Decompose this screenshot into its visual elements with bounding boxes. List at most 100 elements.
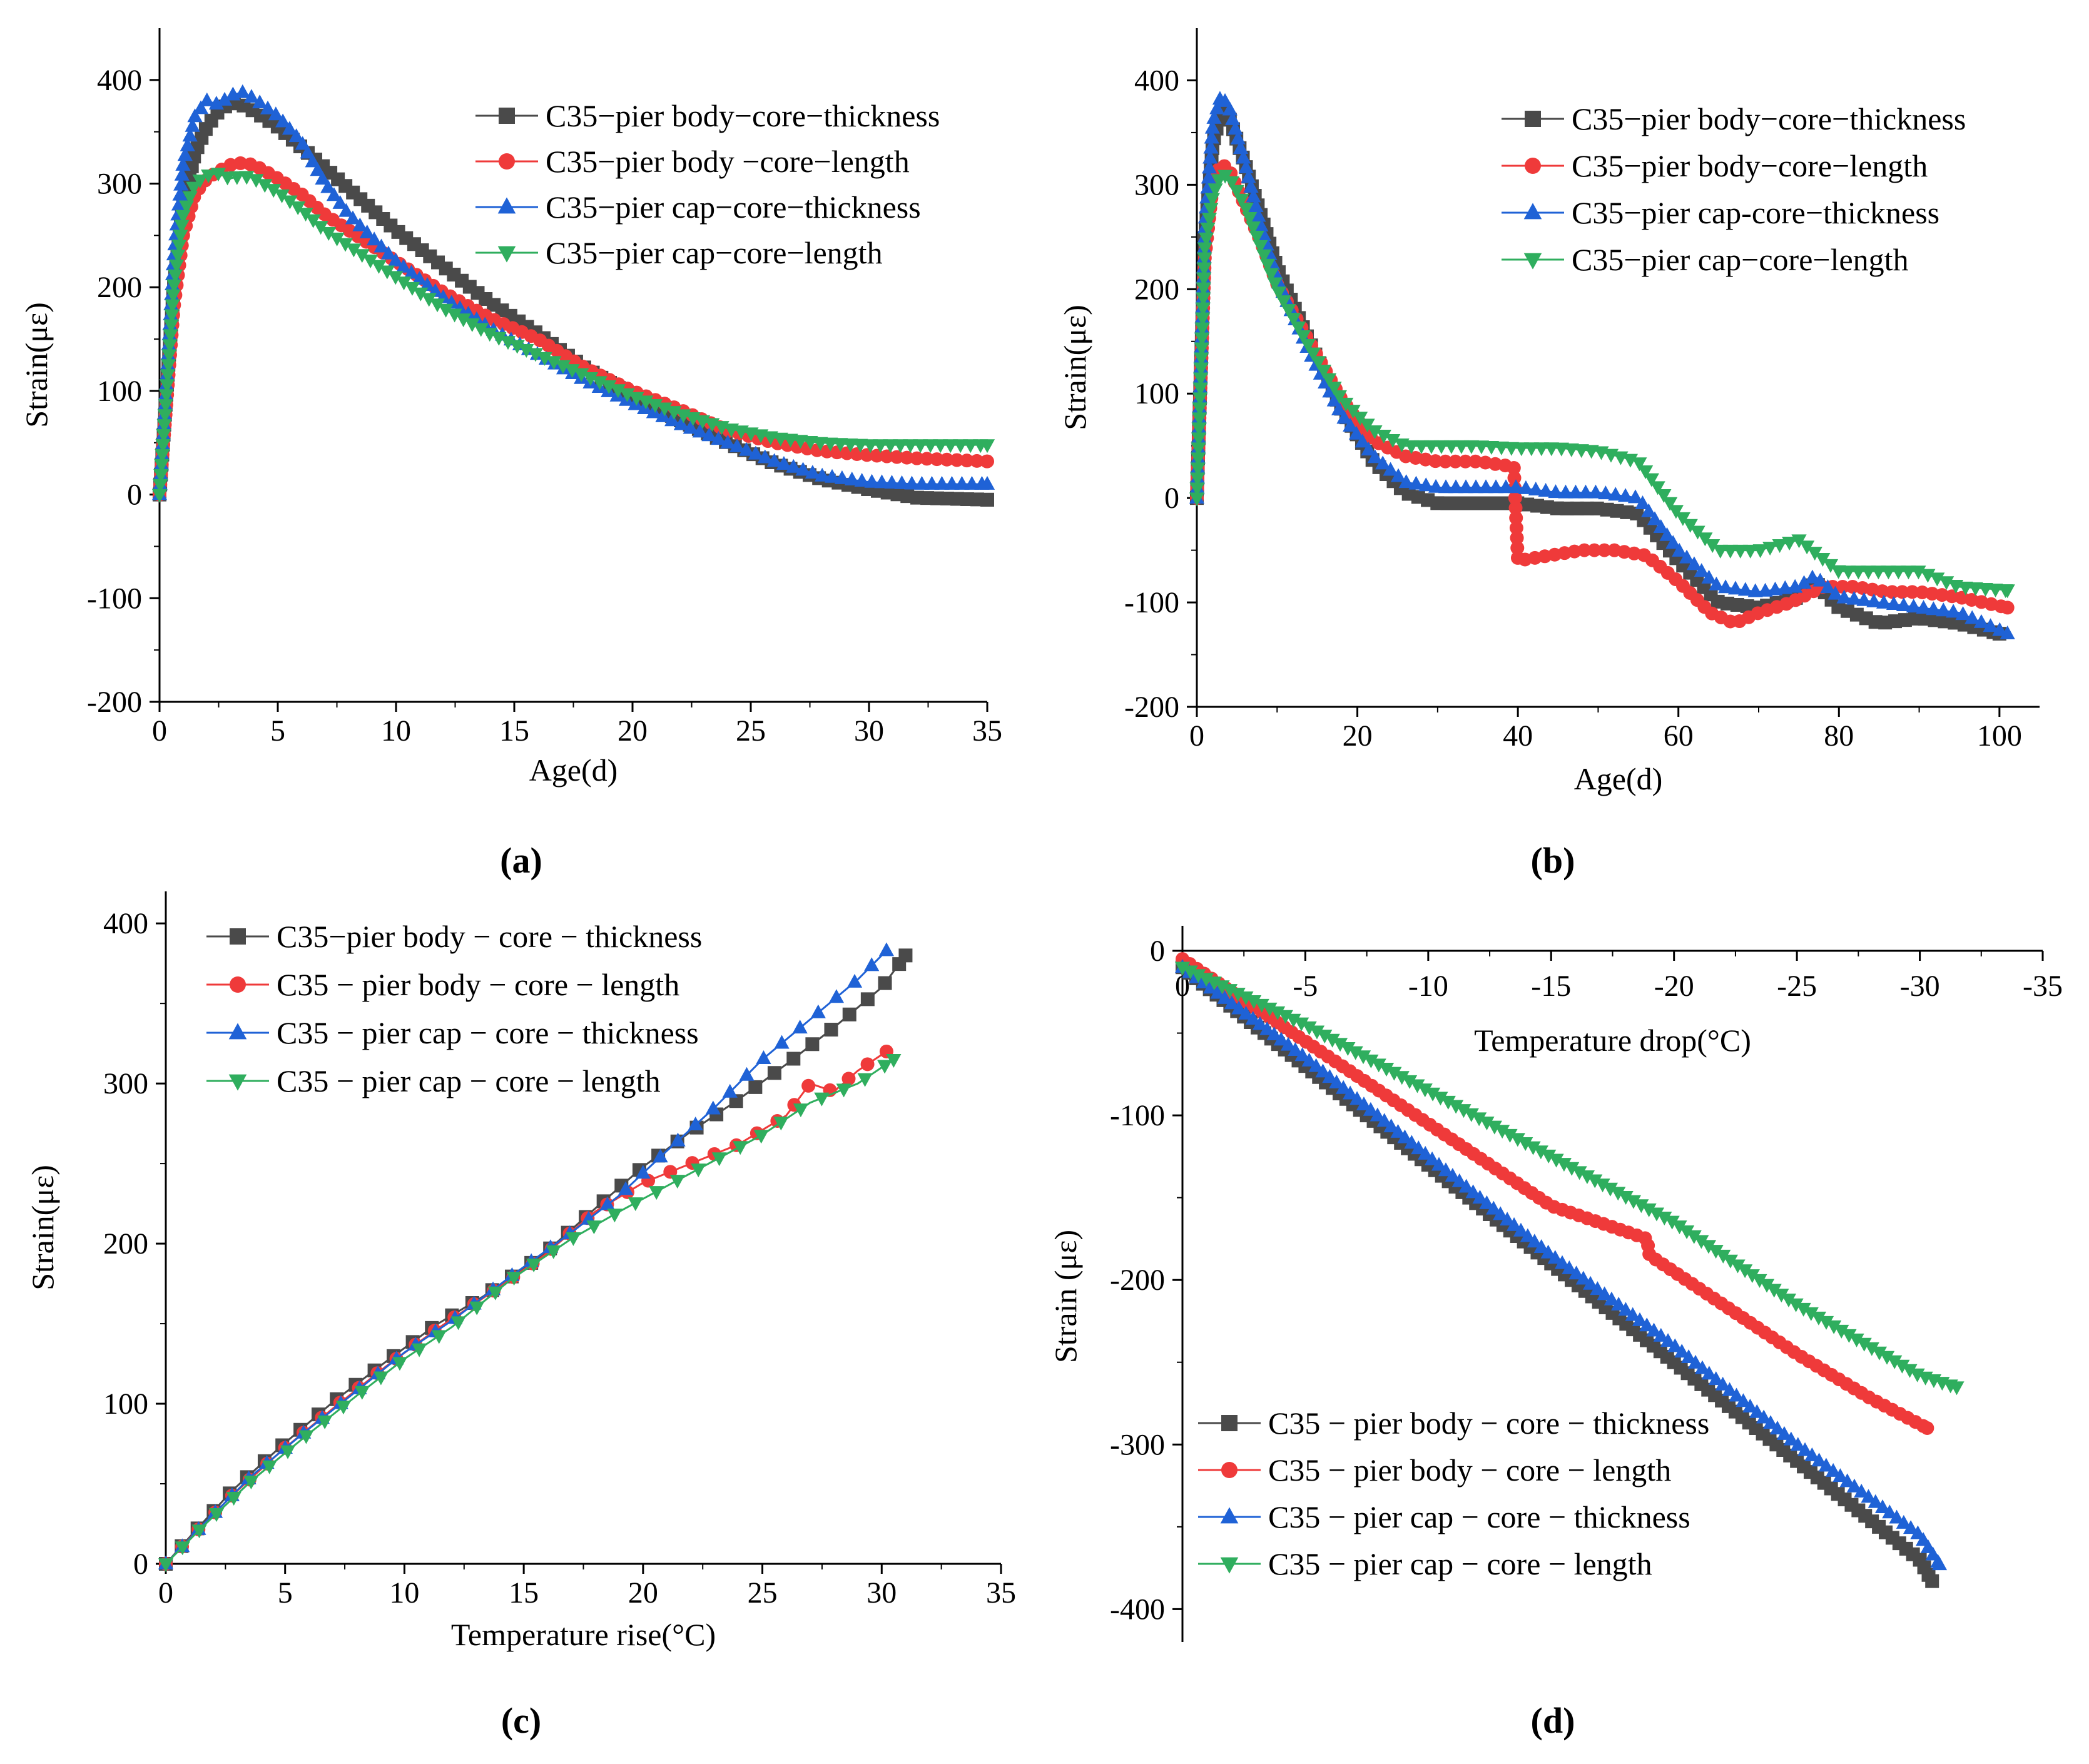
panel-a-data-point bbox=[396, 276, 412, 291]
panel-c-data-point bbox=[599, 1196, 616, 1210]
panel-d-data-point bbox=[1752, 1274, 1767, 1288]
panel-a-data-point bbox=[166, 279, 182, 293]
panel-c-data-point bbox=[824, 1023, 838, 1037]
panel-a-data-point bbox=[170, 250, 186, 264]
panel-d-legend-marker bbox=[1221, 1415, 1238, 1431]
panel-b-data-point bbox=[1383, 462, 1398, 476]
panel-b-data-point bbox=[1627, 489, 1644, 504]
panel-b-data-point bbox=[1326, 382, 1342, 396]
panel-d-data-point bbox=[1856, 1337, 1872, 1352]
panel-b-data-point bbox=[1202, 150, 1218, 164]
panel-b-data-point bbox=[1191, 432, 1207, 447]
panel-b-data-point bbox=[1271, 286, 1286, 301]
panel-c-legend-entry-2: C35 − pier body − core − length bbox=[206, 967, 679, 1002]
panel-d-data-point bbox=[1349, 1091, 1365, 1105]
panel-d-data-point bbox=[1562, 1260, 1577, 1274]
panel-a-legend-marker bbox=[499, 153, 515, 170]
panel-d-data-point bbox=[1722, 1382, 1737, 1396]
panel-a-data-point bbox=[873, 439, 888, 454]
panel-b-data-point bbox=[1193, 372, 1209, 387]
panel-c-data-point bbox=[262, 1460, 277, 1474]
panel-c-data-point bbox=[857, 1073, 873, 1087]
panel-b-data-point bbox=[1563, 443, 1579, 457]
panel-c-data-point bbox=[412, 1343, 427, 1357]
panel-b-series-line bbox=[1196, 173, 2008, 591]
panel-b-data-point bbox=[1413, 440, 1430, 454]
panel-d-data-point bbox=[1632, 1312, 1648, 1326]
panel-b-data-point bbox=[1225, 111, 1241, 125]
panel-b-data-point bbox=[1200, 222, 1216, 236]
panel-b-data-point bbox=[1939, 576, 1954, 591]
panel-d-data-point bbox=[1479, 1195, 1495, 1209]
panel-b-data-point bbox=[1448, 479, 1464, 494]
panel-b-data-point bbox=[1321, 373, 1337, 387]
panel-b-data-point bbox=[1762, 542, 1778, 556]
panel-b-data-point bbox=[1190, 452, 1206, 467]
panel-b-data-point bbox=[1936, 602, 1951, 617]
panel-a-data-point bbox=[210, 168, 226, 182]
panel-a-data-point bbox=[252, 94, 268, 109]
panel-b-data-point bbox=[1201, 170, 1216, 184]
panel-d-data-point bbox=[1575, 1270, 1591, 1285]
panel-b-data-point bbox=[1747, 583, 1763, 597]
panel-b-data-point bbox=[1238, 203, 1254, 217]
panel-a-data-point bbox=[537, 352, 552, 366]
panel-b-data-point bbox=[1886, 596, 1902, 610]
panel-d-data-point bbox=[1502, 1128, 1518, 1143]
panel-c-data-point bbox=[688, 1117, 703, 1131]
panel-b-data-point bbox=[1403, 440, 1420, 454]
panel-c-data-point bbox=[860, 1057, 875, 1072]
panel-a-data-point bbox=[338, 203, 354, 217]
panel-b-data-point bbox=[1712, 544, 1728, 559]
panel-a-data-point bbox=[813, 437, 828, 451]
panel-b-data-point bbox=[1249, 230, 1264, 245]
panel-c-data-point bbox=[317, 1415, 333, 1429]
panel-b-data-point bbox=[1509, 510, 1523, 525]
panel-d-data-point bbox=[1520, 1228, 1535, 1242]
panel-d-x-tick-label: -10 bbox=[1408, 970, 1448, 1003]
panel-b-data-point bbox=[1920, 569, 1936, 583]
panel-d-data-point bbox=[1456, 1104, 1471, 1118]
panel-a-data-point bbox=[914, 475, 930, 490]
panel-b-data-point bbox=[1983, 618, 1998, 632]
panel-d-data-point bbox=[1679, 1225, 1695, 1239]
panel-b-data-point bbox=[1659, 527, 1675, 541]
panel-b-data-point bbox=[1483, 441, 1500, 455]
panel-a-data-point bbox=[883, 439, 898, 454]
panel-b-data-point bbox=[1641, 503, 1657, 517]
panel-a-legend-label: C35−pier body −core−length bbox=[546, 144, 910, 179]
panel-d-data-point bbox=[1363, 1102, 1379, 1116]
panel-a-data-point bbox=[500, 336, 516, 350]
panel-b-data-point bbox=[1992, 622, 2008, 636]
panel-b-x-tick-label: 60 bbox=[1664, 719, 1694, 753]
panel-b-data-point bbox=[1201, 160, 1217, 174]
panel-b-x-tick-label: 80 bbox=[1824, 719, 1854, 753]
panel-b-legend-marker bbox=[1525, 111, 1541, 127]
panel-b-data-point bbox=[1498, 479, 1514, 494]
panel-a-data-point bbox=[352, 217, 368, 231]
panel-d-data-point bbox=[1818, 1457, 1834, 1472]
panel-b-data-point bbox=[1438, 479, 1454, 494]
panel-b-data-point bbox=[1901, 565, 1916, 580]
panel-a-data-point bbox=[920, 452, 934, 466]
panel-c-data-point bbox=[836, 1083, 851, 1098]
panel-c-data-point bbox=[705, 1100, 721, 1115]
panel-b-data-point bbox=[1568, 484, 1583, 499]
panel-d-data-point bbox=[1294, 1017, 1309, 1032]
panel-d-data-point bbox=[1722, 1254, 1738, 1269]
panel-d-data-point bbox=[1708, 1371, 1724, 1386]
panel-d-data-point bbox=[1206, 976, 1222, 991]
panel-d-chart: 0 -5 -10 -15 -20 -25 -30 -350-100-200-300-400Te… bbox=[1048, 926, 2063, 1642]
panel-d-data-point bbox=[1378, 1063, 1395, 1077]
panel-a-data-point bbox=[924, 475, 940, 490]
panel-c-legend-label: C35−pier body − core − thickness bbox=[277, 919, 702, 954]
panel-b-data-point bbox=[1267, 277, 1283, 291]
panel-b-data-point bbox=[2000, 625, 2015, 639]
panel-a-legend-entry-4: C35−pier cap−core−length bbox=[475, 235, 883, 270]
panel-c-y-tick-label: 300 bbox=[103, 1067, 148, 1100]
panel-b-data-point bbox=[1812, 572, 1828, 587]
panel-c-data-point bbox=[774, 1035, 790, 1049]
panel-b-data-point bbox=[1891, 565, 1906, 580]
panel-d-data-point bbox=[1451, 1173, 1467, 1187]
panel-a-data-point bbox=[388, 252, 404, 266]
